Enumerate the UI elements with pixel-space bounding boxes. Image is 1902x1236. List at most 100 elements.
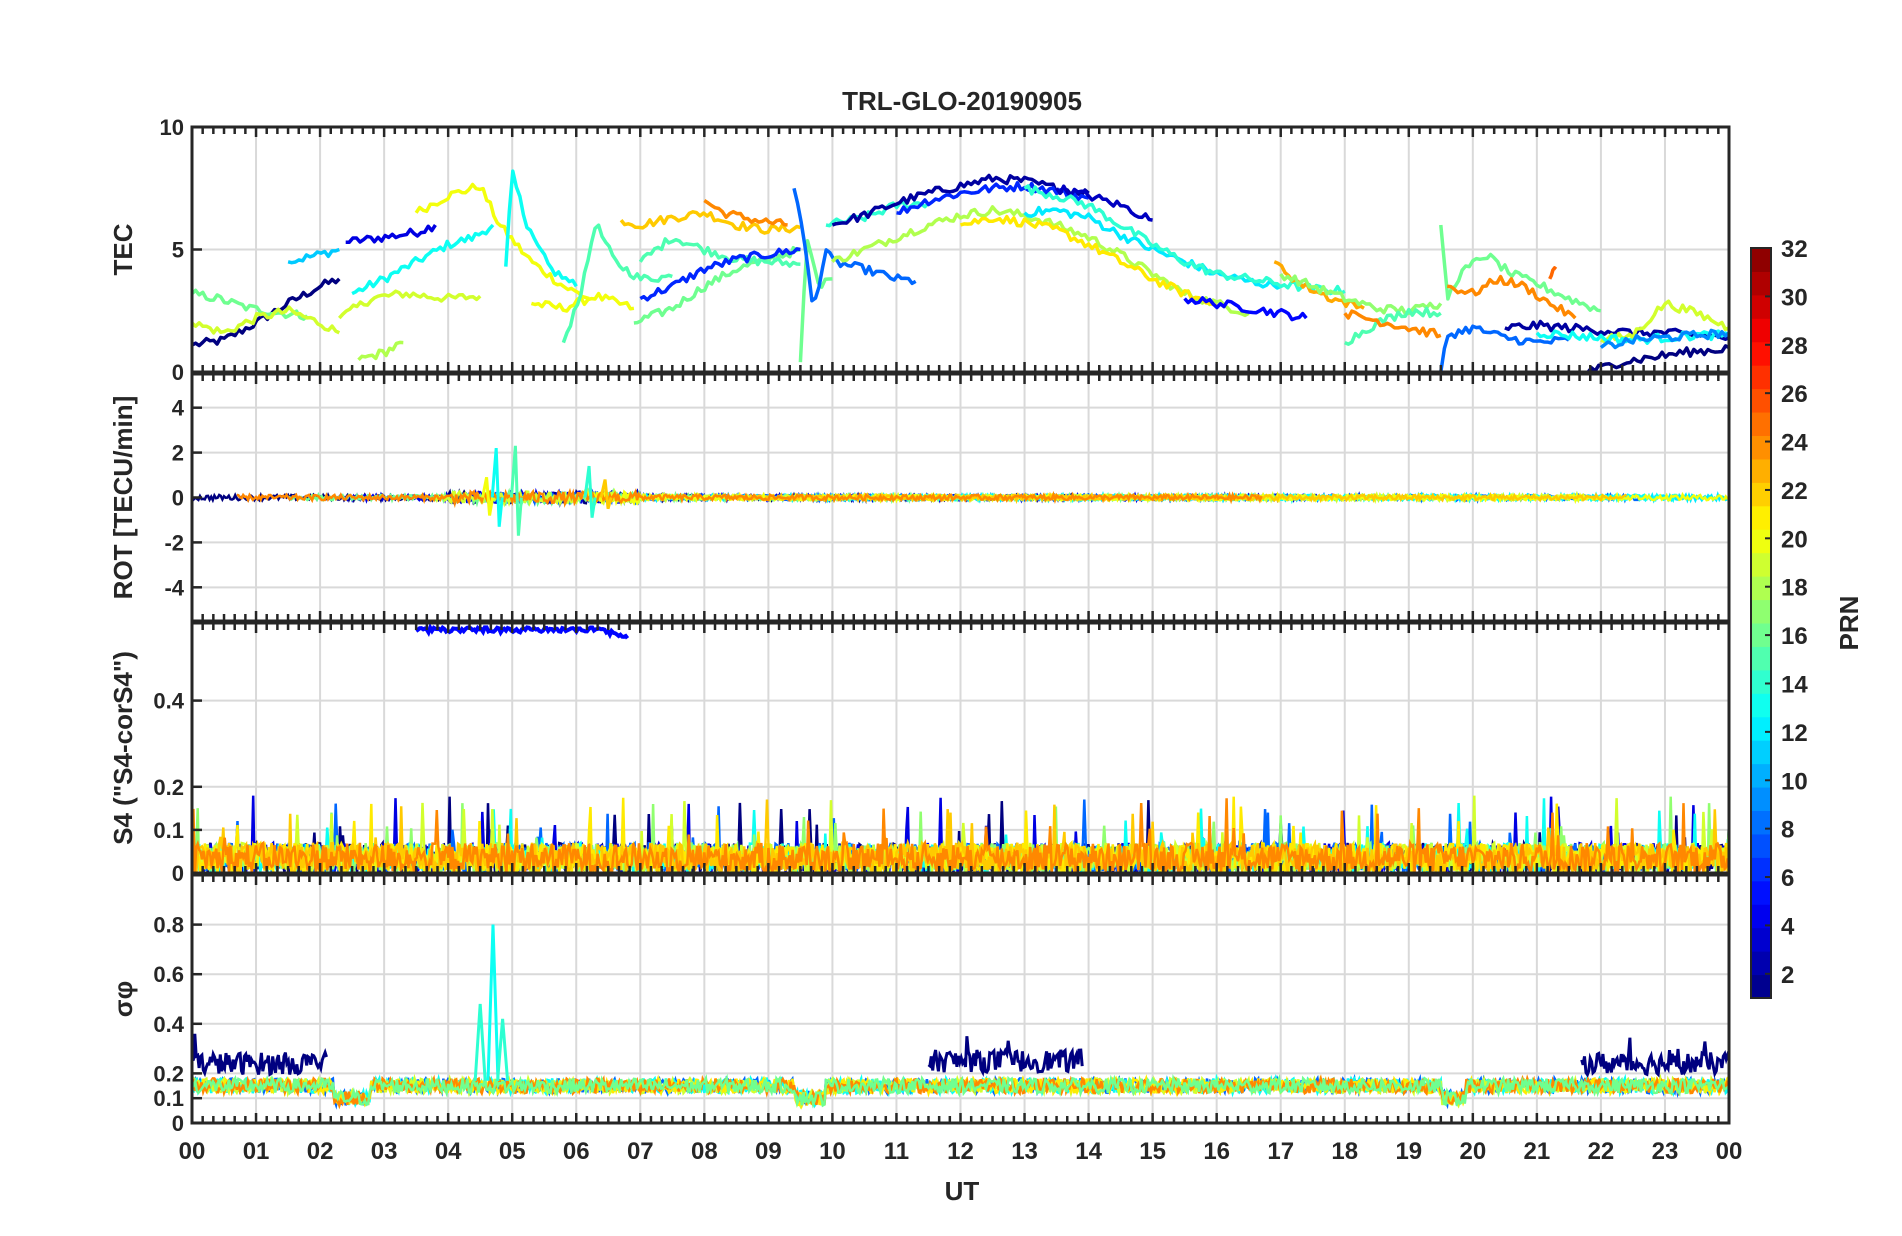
colorbar-tick-label: 4 [1781,913,1795,940]
sigma-elevated-prn-1 [192,1033,328,1078]
x-tick-label: 03 [371,1138,398,1165]
sigma-spike-prn-14 [473,1003,487,1081]
colorbar-tick-label: 28 [1781,333,1808,360]
x-axis-label: UT [945,1176,980,1206]
x-tick-label: 10 [819,1138,846,1165]
sigma-elevated-prn-1 [927,1036,1084,1077]
x-tick-label: 08 [691,1138,718,1165]
tec-series-prn-19 [337,289,482,320]
y-tick-label: -4 [164,575,184,600]
colorbar-band [1751,669,1771,694]
colorbar-band [1751,435,1771,460]
y-tick-label: 0.4 [153,1012,184,1037]
plot-area-sigma_phi [192,924,1729,1110]
tec-series-prn-5 [1183,296,1308,322]
colorbar-band [1751,599,1771,624]
x-tick-label: 02 [307,1138,334,1165]
y-axis-label-tec: TEC [108,223,138,275]
colorbar-tick-label: 12 [1781,720,1808,747]
panel-s4: 0 0.1 0.2 0.4 S4 ("S4-corS4") [108,621,1731,886]
x-tick-label: 22 [1588,1138,1615,1165]
colorbar-tick-label: 16 [1781,623,1808,650]
x-ticks-sigma_phi [190,875,1731,1123]
sigma-elevated-prn-1 [1580,1037,1729,1079]
x-tick-labels: 00 01 02 03 04 05 06 07 08 09 10 11 12 13 14 15 16 17 18 19… [179,1138,1743,1165]
x-ticks-rot [190,374,1731,621]
tec-series-prn-4 [345,224,437,244]
rot-spike-prn-13 [490,447,504,527]
x-tick-label: 05 [499,1138,526,1165]
y-tick-label: 2 [172,441,184,466]
colorbar-tick-label: 22 [1781,478,1808,505]
x-tick-label: 11 [884,1138,909,1165]
colorbar-tick-label: 20 [1781,526,1808,553]
y-tick-label: 0.8 [153,913,184,938]
rot-spike-prn-14 [583,465,597,518]
rot-spike-prn-22 [599,479,613,510]
sigma-spike-prn-13 [486,924,500,1081]
colorbar-band [1751,833,1771,858]
rot-spike-prn-20 [481,476,495,516]
colorbar-tick-label: 8 [1781,817,1794,844]
tec-series-prn-13 [504,169,578,288]
y-tick-label: 0.1 [153,818,184,843]
rot-spike-prn-15 [509,445,523,536]
colorbar-band [1751,482,1771,507]
sigma-spike-prn-14 [496,1018,510,1081]
panel-tec: 0 5 10 TEC [108,115,1731,385]
y-tick-label: 0.6 [153,962,184,987]
colorbar-tick-label: 10 [1781,768,1808,795]
y-tick-label: 5 [172,238,184,263]
colorbar-band [1751,248,1771,272]
tec-series-prn-25 [1548,266,1558,280]
tec-series-prn-16 [192,288,309,321]
tec-series-prn-2 [1504,319,1729,341]
colorbar-band [1751,763,1771,788]
tec-series-prn-6 [639,247,801,302]
tec-series-prn-17 [1279,273,1443,316]
colorbar-band [1751,693,1771,718]
y-tick-label: 0 [172,1111,184,1136]
tec-series-prn-24 [1447,274,1577,320]
x-tick-label: 18 [1331,1138,1358,1165]
colorbar-band [1751,318,1771,343]
tec-series-prn-19 [192,305,341,335]
sigma-series-prn-16 [192,1073,1729,1109]
colorbar-tick-label: 32 [1781,236,1808,263]
colorbar-tick-label: 18 [1781,575,1808,602]
colorbar-band [1751,810,1771,835]
colorbar-band [1751,365,1771,390]
colorbar-band [1751,552,1771,577]
colorbar-band [1751,927,1771,952]
colorbar-tick-label: 14 [1781,671,1808,698]
colorbar-band [1751,904,1771,929]
grid-sigma_phi [191,875,1730,1124]
y-axis-label-s4: S4 ("S4-corS4") [108,651,138,845]
tec-series-prn-20 [530,291,635,313]
x-tick-label: 09 [755,1138,782,1165]
y-axis-label-rot: ROT [TECU/min] [108,396,138,600]
plot-area-tec [192,169,1729,372]
x-tick-label: 14 [1075,1138,1102,1165]
y-tick-label: 0 [172,861,184,886]
y-tick-label: 0.2 [153,775,184,800]
y-tick-label: 0 [172,360,184,385]
colorbar-band [1751,294,1771,319]
x-ticks-tec [190,127,1731,372]
x-tick-label: 19 [1395,1138,1422,1165]
x-tick-label: 00 [179,1138,206,1165]
colorbar-tick-label: 24 [1781,430,1808,457]
colorbar-band [1751,529,1771,554]
plot-area-s4 [192,623,1729,873]
tec-series-prn-15 [638,237,801,268]
y-tick-label: 0.1 [153,1086,184,1111]
tec-series-prn-16 [1439,224,1602,313]
colorbar-band [1751,388,1771,413]
tec-series-prn-9 [1599,328,1729,350]
colorbar-band [1751,716,1771,741]
colorbar-frame [1750,247,1772,999]
colorbar-band [1751,951,1771,976]
